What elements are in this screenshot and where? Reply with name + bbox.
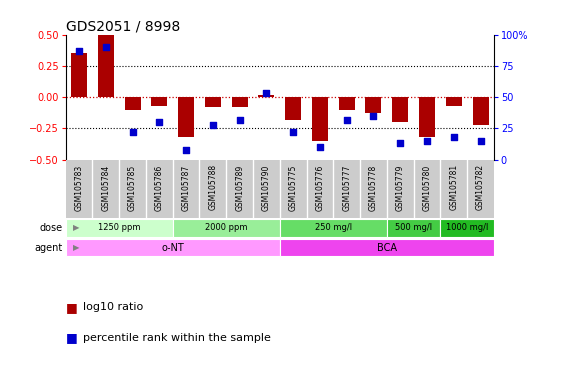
Point <box>342 116 351 122</box>
Point <box>208 121 218 127</box>
Text: log10 ratio: log10 ratio <box>83 302 143 312</box>
Text: 250 mg/l: 250 mg/l <box>315 223 352 232</box>
Bar <box>98 35 114 97</box>
Text: GSM105787: GSM105787 <box>182 164 191 210</box>
Bar <box>71 53 87 97</box>
Bar <box>205 97 221 107</box>
Point <box>423 138 432 144</box>
Text: GSM105778: GSM105778 <box>369 164 378 210</box>
Text: GSM105777: GSM105777 <box>342 164 351 211</box>
Point <box>182 147 191 153</box>
Bar <box>258 94 275 97</box>
Text: GSM105775: GSM105775 <box>289 164 297 211</box>
Bar <box>66 219 173 237</box>
Bar <box>280 239 494 256</box>
Point <box>155 119 164 125</box>
Bar <box>387 219 440 237</box>
Text: GSM105783: GSM105783 <box>75 164 83 210</box>
Bar <box>339 97 355 109</box>
Text: ■: ■ <box>66 331 82 344</box>
Text: percentile rank within the sample: percentile rank within the sample <box>83 333 271 343</box>
Bar <box>232 97 248 107</box>
Point <box>74 48 83 54</box>
Text: GSM105786: GSM105786 <box>155 164 164 210</box>
Bar <box>66 239 280 256</box>
Text: GSM105776: GSM105776 <box>315 164 324 211</box>
Bar <box>419 97 435 137</box>
Bar <box>124 97 140 109</box>
Text: GSM105779: GSM105779 <box>396 164 405 211</box>
Bar <box>440 219 494 237</box>
Point <box>476 138 485 144</box>
Text: 2000 ppm: 2000 ppm <box>205 223 247 232</box>
Text: dose: dose <box>40 223 63 233</box>
Bar <box>178 97 194 137</box>
Bar <box>392 97 408 122</box>
Text: ▶: ▶ <box>73 223 79 232</box>
Point <box>396 140 405 146</box>
Text: GSM105790: GSM105790 <box>262 164 271 211</box>
Text: agent: agent <box>35 243 63 253</box>
Text: GDS2051 / 8998: GDS2051 / 8998 <box>66 20 180 33</box>
Text: GSM105780: GSM105780 <box>423 164 432 210</box>
Point <box>449 134 459 140</box>
Point <box>262 90 271 96</box>
Text: GSM105781: GSM105781 <box>449 164 459 210</box>
Text: 1000 mg/l: 1000 mg/l <box>446 223 488 232</box>
Text: ■: ■ <box>66 301 82 314</box>
Bar <box>151 97 167 106</box>
Point <box>235 116 244 122</box>
Point <box>288 129 297 135</box>
Bar <box>312 97 328 141</box>
Bar <box>365 97 381 113</box>
Text: GSM105782: GSM105782 <box>476 164 485 210</box>
Point <box>315 144 324 150</box>
Text: GSM105789: GSM105789 <box>235 164 244 210</box>
Text: BCA: BCA <box>377 243 397 253</box>
Text: GSM105785: GSM105785 <box>128 164 137 210</box>
Bar <box>285 97 301 119</box>
Text: ▶: ▶ <box>73 243 79 252</box>
Text: o-NT: o-NT <box>162 243 184 253</box>
Bar <box>446 97 462 106</box>
Text: GSM105784: GSM105784 <box>101 164 110 210</box>
Bar <box>173 219 280 237</box>
Text: 1250 ppm: 1250 ppm <box>98 223 140 232</box>
Bar <box>473 97 489 124</box>
Bar <box>280 219 387 237</box>
Point <box>369 113 378 119</box>
Text: GSM105788: GSM105788 <box>208 164 218 210</box>
Point <box>128 129 137 135</box>
Text: 500 mg/l: 500 mg/l <box>395 223 432 232</box>
Point <box>101 44 110 50</box>
